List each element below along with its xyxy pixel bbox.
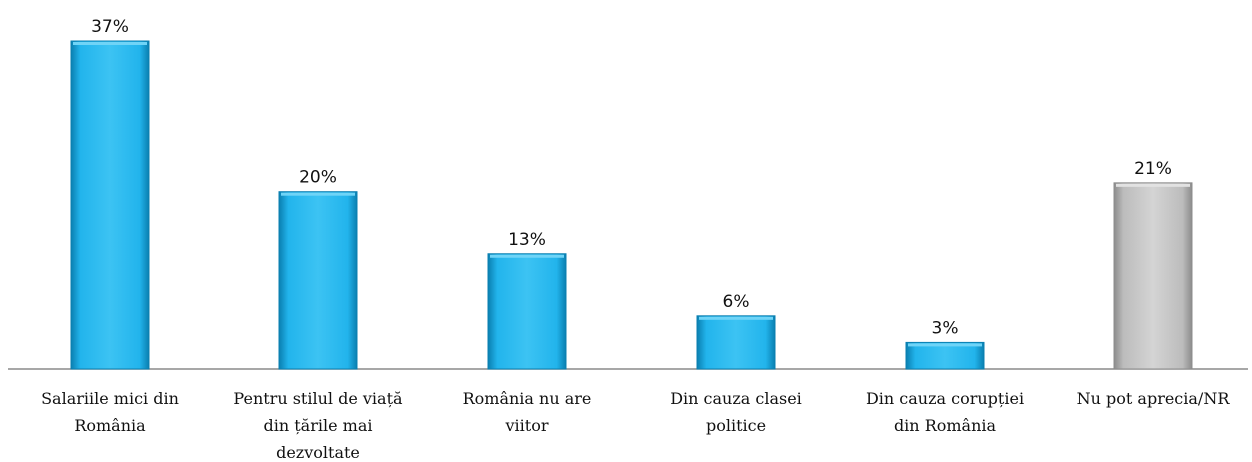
category-label-6-line-1: Nu pot aprecia/NR [1077,389,1231,408]
category-label-4-line-2: politice [706,416,766,435]
data-label-3: 13% [508,230,546,250]
bar-6 [1113,182,1193,370]
bar-1 [70,40,150,370]
category-label-2-line-3: dezvoltate [276,443,360,462]
bar-3 [487,253,567,370]
category-label-5-line-1: Din cauza corupției [866,389,1024,408]
category-label-2-line-2: din țările mai [264,416,373,435]
bar-highlight-1 [73,42,147,45]
bar-highlight-6 [1116,183,1190,187]
category-label-3-line-2: viitor [505,416,549,435]
category-label-5-line-2: din România [894,416,997,435]
category-label-1-line-1: Salariile mici din [41,389,179,408]
data-label-2: 20% [299,168,337,188]
data-label-4: 6% [723,292,750,312]
bar-2 [278,191,358,370]
category-label-3-line-1: România nu are [463,389,592,408]
data-label-1: 37% [91,17,129,37]
data-label-5: 3% [932,318,959,338]
category-label-4-line-1: Din cauza clasei [670,389,802,408]
category-label-2-line-1: Pentru stilul de viață [233,389,403,408]
bar-4 [696,315,776,370]
bar-5 [905,341,985,370]
bar-highlight-3 [490,254,564,258]
category-label-1-line-2: România [74,416,146,435]
bar-highlight-4 [699,316,773,320]
data-label-6: 21% [1134,159,1172,179]
bar-highlight-2 [281,192,355,196]
bar-highlight-5 [908,343,982,347]
